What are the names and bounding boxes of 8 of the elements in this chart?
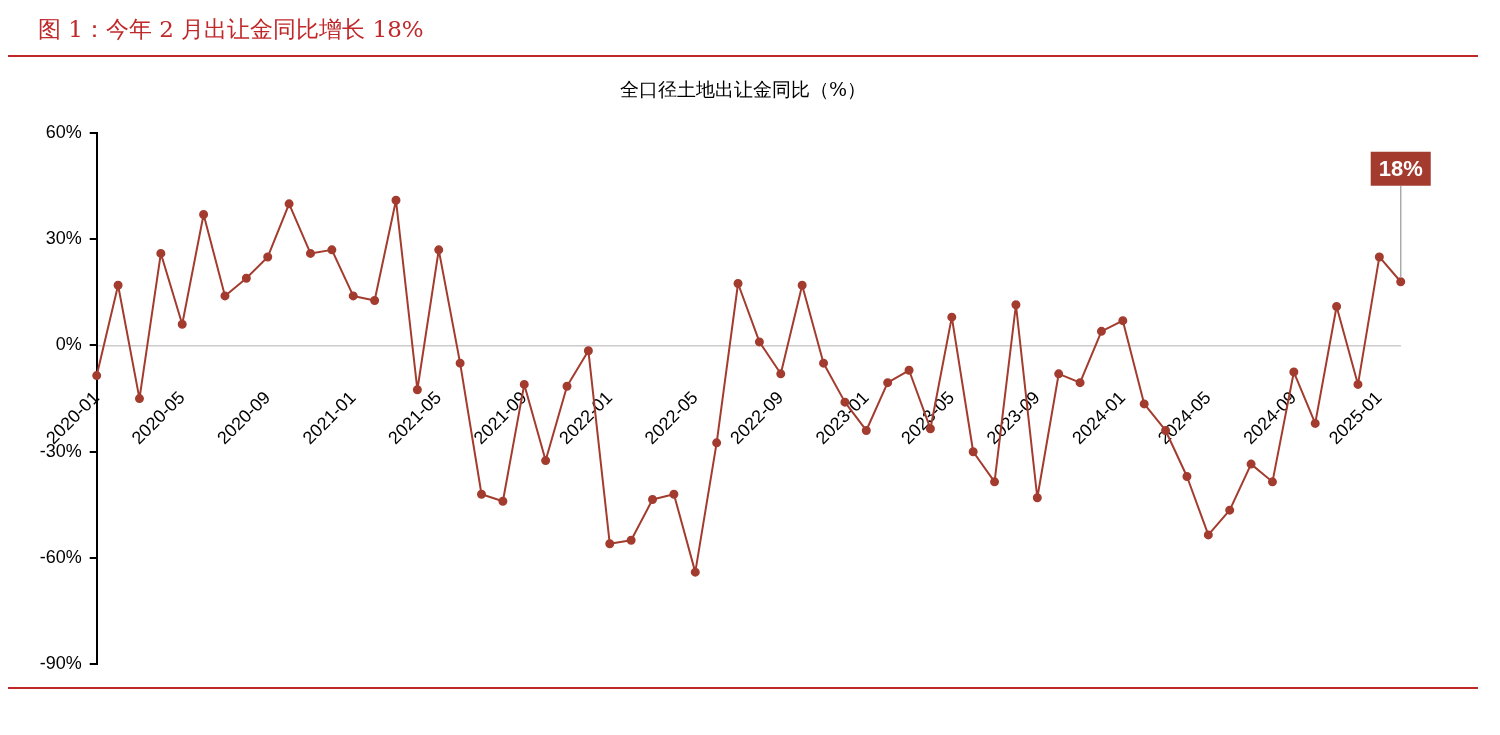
y-tick-label: 30% (45, 228, 82, 249)
y-tick-label: -60% (39, 546, 82, 567)
chart-title: 图 1：今年 2 月出让金同比增长 18% (8, 8, 1478, 57)
chart-subtitle: 全口径土地出让金同比（%） (618, 77, 868, 102)
y-tick-label: 0% (55, 334, 82, 355)
y-tick-label: -90% (39, 653, 82, 674)
data-label: 18% (1378, 155, 1423, 181)
y-tick-label: 60% (45, 121, 82, 142)
